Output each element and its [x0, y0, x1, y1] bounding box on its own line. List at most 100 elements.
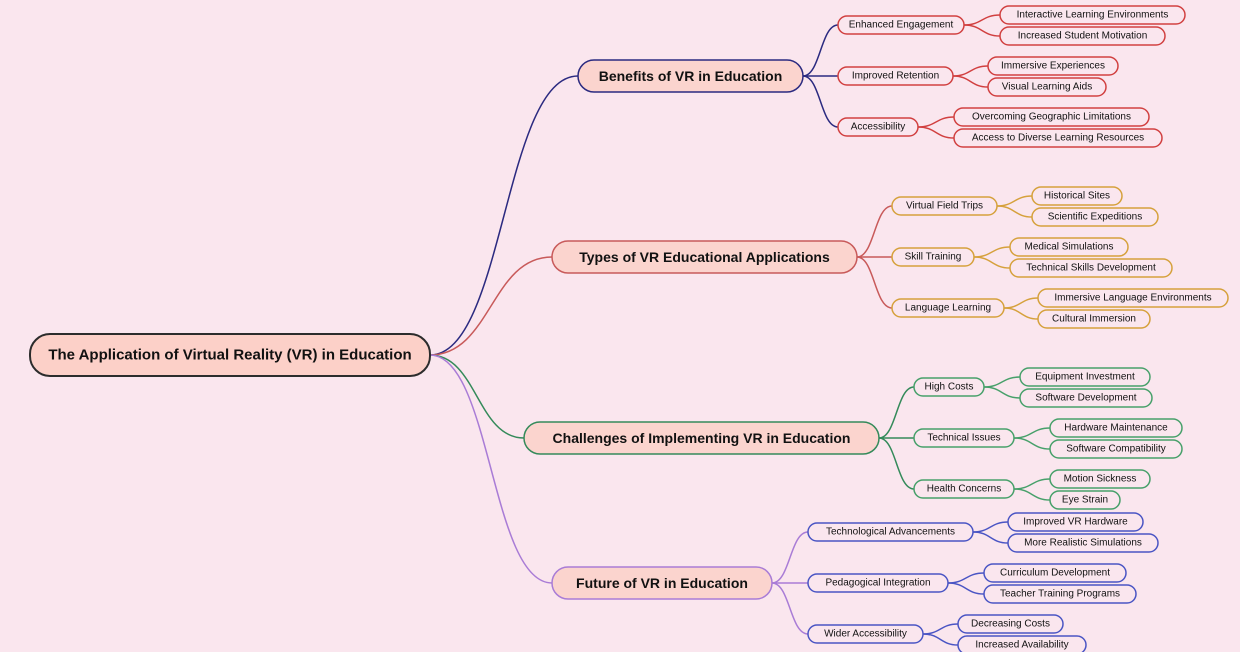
branch-connector [879, 387, 914, 438]
leaf-node-benefits-2-0[interactable]: Overcoming Geographic Limitations [954, 108, 1149, 126]
sub-node-types-1[interactable]: Skill Training [892, 248, 974, 266]
sub-node-types-0[interactable]: Virtual Field Trips [892, 197, 997, 215]
leaf-node-challenges-2-0[interactable]: Motion Sickness [1050, 470, 1150, 488]
leaf-node-future-0-0[interactable]: Improved VR Hardware [1008, 513, 1143, 531]
svg-text:Pedagogical Integration: Pedagogical Integration [825, 578, 930, 589]
sub-node-future-0[interactable]: Technological Advancements [808, 523, 973, 541]
nodes-layer: The Application of Virtual Reality (VR) … [30, 6, 1228, 652]
svg-text:Hardware Maintenance: Hardware Maintenance [1064, 423, 1168, 434]
leaf-node-challenges-0-1[interactable]: Software Development [1020, 389, 1152, 407]
leaf-node-benefits-0-0[interactable]: Interactive Learning Environments [1000, 6, 1185, 24]
leaf-node-future-2-0[interactable]: Decreasing Costs [958, 615, 1063, 633]
sub-node-types-2[interactable]: Language Learning [892, 299, 1004, 317]
svg-text:Skill Training: Skill Training [905, 252, 962, 263]
svg-text:Health Concerns: Health Concerns [927, 484, 1001, 495]
svg-text:More Realistic Simulations: More Realistic Simulations [1024, 538, 1142, 549]
sub-node-future-2[interactable]: Wider Accessibility [808, 625, 923, 643]
svg-text:Decreasing Costs: Decreasing Costs [971, 619, 1050, 630]
main-node-future[interactable]: Future of VR in Education [552, 567, 772, 599]
branch-connector [964, 25, 1000, 36]
svg-text:Cultural Immersion: Cultural Immersion [1052, 314, 1136, 325]
sub-node-challenges-2[interactable]: Health Concerns [914, 480, 1014, 498]
main-node-types[interactable]: Types of VR Educational Applications [552, 241, 857, 273]
branch-connector [1014, 479, 1050, 489]
leaf-node-challenges-0-0[interactable]: Equipment Investment [1020, 368, 1150, 386]
sub-node-challenges-0[interactable]: High Costs [914, 378, 984, 396]
branch-connector [953, 66, 988, 76]
leaf-node-future-1-0[interactable]: Curriculum Development [984, 564, 1126, 582]
leaf-node-types-2-0[interactable]: Immersive Language Environments [1038, 289, 1228, 307]
leaf-node-types-0-1[interactable]: Scientific Expeditions [1032, 208, 1158, 226]
branch-connector [973, 532, 1008, 543]
leaf-node-benefits-1-0[interactable]: Immersive Experiences [988, 57, 1118, 75]
leaf-node-types-1-0[interactable]: Medical Simulations [1010, 238, 1128, 256]
leaf-node-benefits-2-1[interactable]: Access to Diverse Learning Resources [954, 129, 1162, 147]
svg-text:Enhanced Engagement: Enhanced Engagement [849, 20, 954, 31]
branch-connector [772, 583, 808, 634]
leaf-node-challenges-2-1[interactable]: Eye Strain [1050, 491, 1120, 509]
branch-connector [953, 76, 988, 87]
svg-text:Benefits of VR in Education: Benefits of VR in Education [599, 68, 783, 84]
svg-text:High Costs: High Costs [925, 382, 974, 393]
sub-node-challenges-1[interactable]: Technical Issues [914, 429, 1014, 447]
sub-node-future-1[interactable]: Pedagogical Integration [808, 574, 948, 592]
branch-connector [1014, 438, 1050, 449]
branch-connector [974, 247, 1010, 257]
svg-text:Types of VR Educational Applic: Types of VR Educational Applications [579, 249, 830, 265]
branch-connector [997, 196, 1032, 206]
branch-connector [984, 377, 1020, 387]
svg-text:Teacher Training Programs: Teacher Training Programs [1000, 589, 1120, 600]
branch-connector [803, 76, 838, 127]
svg-text:Future of VR in Education: Future of VR in Education [576, 575, 748, 591]
leaf-node-future-0-1[interactable]: More Realistic Simulations [1008, 534, 1158, 552]
leaf-node-benefits-0-1[interactable]: Increased Student Motivation [1000, 27, 1165, 45]
sub-node-benefits-0[interactable]: Enhanced Engagement [838, 16, 964, 34]
svg-text:Challenges of Implementing VR: Challenges of Implementing VR in Educati… [553, 430, 851, 446]
mindmap-canvas: The Application of Virtual Reality (VR) … [0, 0, 1240, 652]
svg-text:Overcoming Geographic Limitati: Overcoming Geographic Limitations [972, 112, 1131, 123]
branch-connector [973, 522, 1008, 532]
leaf-node-future-1-1[interactable]: Teacher Training Programs [984, 585, 1136, 603]
branch-connector [430, 355, 552, 583]
main-node-challenges[interactable]: Challenges of Implementing VR in Educati… [524, 422, 879, 454]
svg-text:Language Learning: Language Learning [905, 303, 991, 314]
leaf-node-benefits-1-1[interactable]: Visual Learning Aids [988, 78, 1106, 96]
sub-node-benefits-1[interactable]: Improved Retention [838, 67, 953, 85]
branch-connector [923, 634, 958, 645]
svg-text:Historical Sites: Historical Sites [1044, 191, 1110, 202]
svg-text:Increased Availability: Increased Availability [975, 640, 1068, 651]
leaf-node-types-1-1[interactable]: Technical Skills Development [1010, 259, 1172, 277]
svg-text:Interactive Learning Environme: Interactive Learning Environments [1017, 10, 1169, 21]
svg-text:Virtual Field Trips: Virtual Field Trips [906, 201, 983, 212]
branch-connector [879, 438, 914, 489]
branch-connector [948, 573, 984, 583]
branch-connector [974, 257, 1010, 268]
leaf-node-challenges-1-0[interactable]: Hardware Maintenance [1050, 419, 1182, 437]
root-node[interactable]: The Application of Virtual Reality (VR) … [30, 334, 430, 376]
svg-text:Increased Student Motivation: Increased Student Motivation [1018, 31, 1148, 42]
svg-text:Medical Simulations: Medical Simulations [1025, 242, 1114, 253]
svg-text:Access to Diverse Learning Res: Access to Diverse Learning Resources [972, 133, 1144, 144]
leaf-node-challenges-1-1[interactable]: Software Compatibility [1050, 440, 1182, 458]
svg-text:The Application of Virtual Rea: The Application of Virtual Reality (VR) … [48, 347, 411, 364]
branch-connector [1004, 308, 1038, 319]
branch-connector [997, 206, 1032, 217]
main-node-benefits[interactable]: Benefits of VR in Education [578, 60, 803, 92]
svg-text:Equipment Investment: Equipment Investment [1035, 372, 1135, 383]
branch-connector [918, 117, 954, 127]
branch-connector [1014, 489, 1050, 500]
leaf-node-types-2-1[interactable]: Cultural Immersion [1038, 310, 1150, 328]
sub-node-benefits-2[interactable]: Accessibility [838, 118, 918, 136]
branch-connector [430, 76, 578, 355]
svg-text:Accessibility: Accessibility [851, 122, 905, 133]
leaf-node-future-2-1[interactable]: Increased Availability [958, 636, 1086, 652]
svg-text:Technical Skills Development: Technical Skills Development [1026, 263, 1156, 274]
leaf-node-types-0-0[interactable]: Historical Sites [1032, 187, 1122, 205]
svg-text:Technical Issues: Technical Issues [927, 433, 1000, 444]
branch-connector [857, 206, 892, 257]
svg-text:Improved Retention: Improved Retention [852, 71, 939, 82]
svg-text:Immersive Language Environment: Immersive Language Environments [1054, 293, 1211, 304]
svg-text:Technological Advancements: Technological Advancements [826, 527, 955, 538]
svg-text:Software Development: Software Development [1035, 393, 1136, 404]
svg-text:Scientific Expeditions: Scientific Expeditions [1048, 212, 1143, 223]
